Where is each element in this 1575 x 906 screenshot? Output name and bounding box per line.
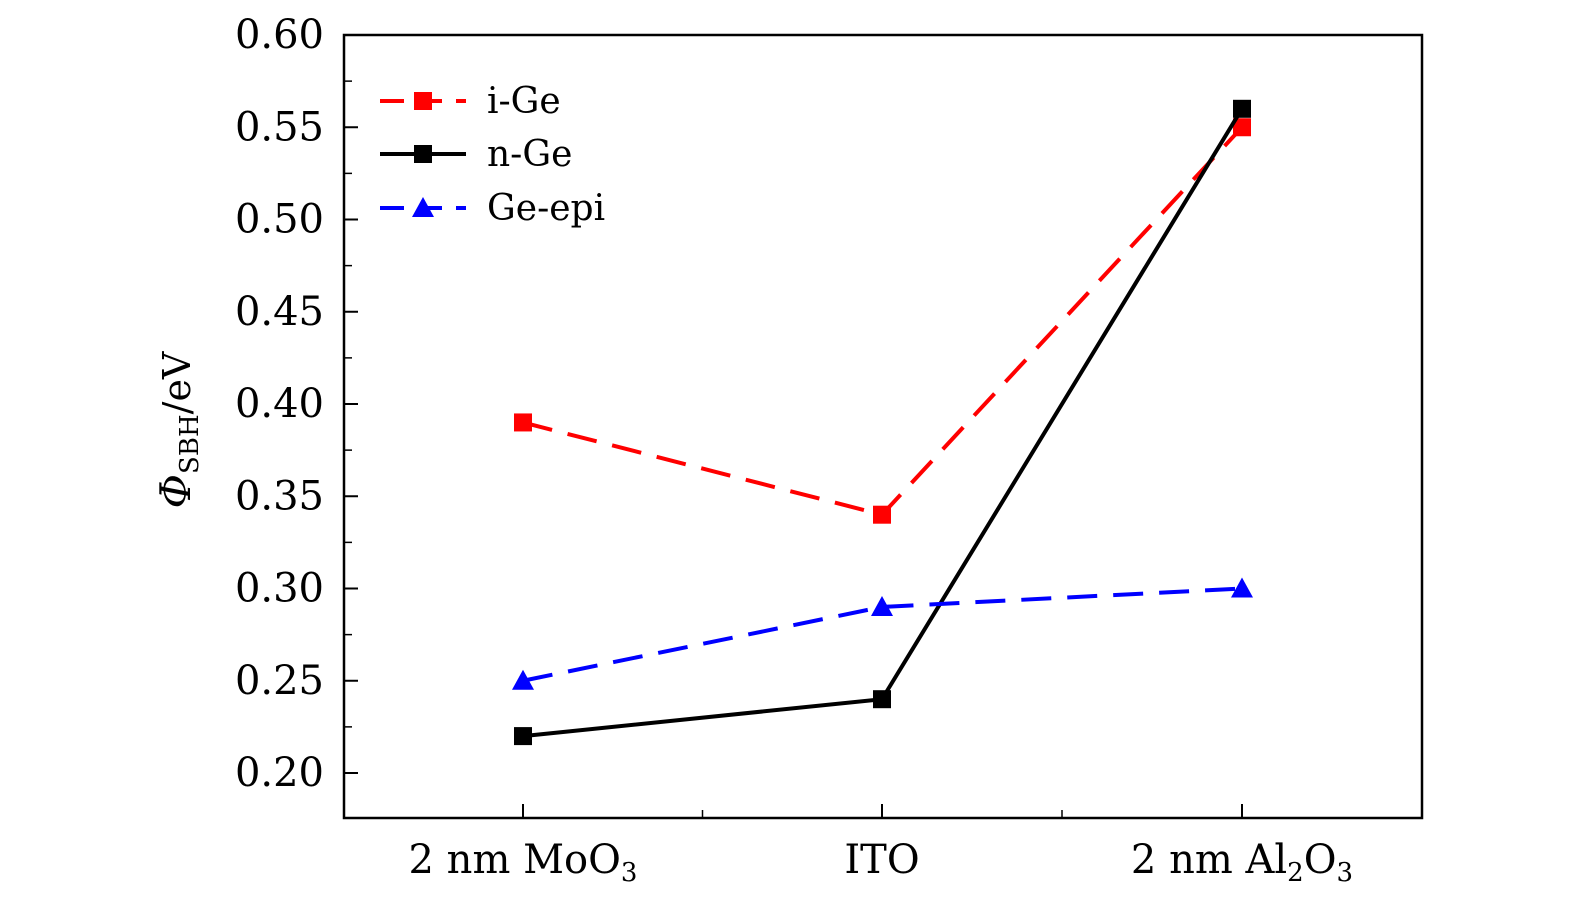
legend-item: i-Ge: [380, 81, 561, 122]
y-tick-label: 0.45: [235, 289, 324, 335]
data-point: [873, 505, 891, 524]
data-point: [512, 669, 534, 690]
legend-label: Ge-epi: [487, 188, 605, 229]
data-point: [514, 727, 532, 746]
data-point: [873, 690, 891, 709]
series-layer: [512, 99, 1253, 746]
y-tick-label: 0.20: [235, 750, 324, 796]
series-i-ge: [514, 118, 1251, 524]
y-axis-symbol: Φ: [151, 474, 200, 508]
legend-label: i-Ge: [487, 81, 561, 122]
legend-label: n-Ge: [487, 134, 572, 175]
y-tick-label: 0.55: [235, 104, 324, 150]
series-n-ge: [514, 99, 1251, 746]
data-point: [514, 413, 532, 432]
y-tick-label: 0.30: [235, 566, 324, 612]
x-tick-label: ITO: [844, 837, 919, 883]
data-point: [871, 595, 893, 616]
x-tick-label-main: 2 nm Al: [1131, 837, 1287, 883]
legend: i-Ge n-Ge Ge-epi: [380, 81, 605, 229]
y-axis-subscript: SBH: [175, 414, 205, 474]
y-tick-label: 0.35: [235, 473, 324, 519]
legend-item: n-Ge: [380, 134, 572, 175]
legend-marker: [414, 145, 432, 163]
series-line: [522, 586, 1243, 683]
x-tick-label: 2 nm Al2O3: [1131, 837, 1353, 888]
data-point: [1231, 577, 1253, 598]
x-tick-label-subscript: 3: [1337, 858, 1354, 888]
data-point: [1233, 99, 1251, 118]
legend-marker: [414, 92, 432, 110]
legend-marker: [412, 197, 434, 217]
y-axis-title: ΦSBH/eV: [151, 351, 205, 508]
y-tick-label: 0.25: [235, 658, 324, 704]
data-point: [1233, 118, 1251, 137]
legend-item: Ge-epi: [380, 188, 605, 229]
x-tick-label-main: ITO: [844, 837, 919, 883]
x-tick-label: 2 nm MoO3: [409, 837, 638, 888]
series-ge-epi: [512, 577, 1253, 690]
y-axis-unit: /eV: [155, 351, 199, 414]
y-tick-label: 0.40: [235, 381, 324, 427]
x-tick-label-main: 2 nm MoO: [409, 837, 621, 883]
series-line: [522, 125, 1244, 517]
y-axis: 0.20 0.25 0.30 0.35 0.40 0.45 0.50 0.55 0.60: [235, 12, 358, 796]
x-tick-label-subscript: 2: [1287, 858, 1304, 888]
x-tick-label-tail: O: [1304, 837, 1337, 883]
y-tick-label: 0.50: [235, 197, 324, 243]
x-tick-label-subscript: 3: [621, 858, 638, 888]
y-tick-label: 0.60: [235, 12, 324, 58]
x-axis: 2 nm MoO3 ITO 2 nm Al2O3: [409, 804, 1353, 888]
series-line: [522, 107, 1244, 739]
